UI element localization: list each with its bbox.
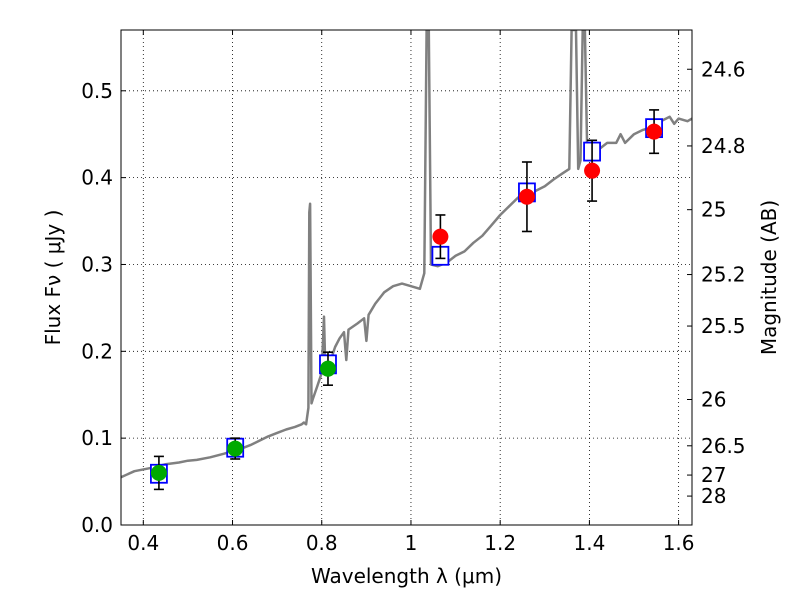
mag-tick-label: 27 [701, 463, 726, 487]
x-tick-label: 0.8 [306, 531, 338, 555]
spectrum-line [121, 30, 692, 479]
x-tick-label: 0.4 [127, 531, 159, 555]
plot-frame [120, 29, 693, 526]
mag-tick-label: 25.5 [701, 314, 746, 338]
x-axis-label: Wavelength λ (μm) [311, 564, 502, 588]
tick-layer: 0.4 0.6 0.8 1 1.2 1.4 1.60.00.10.20.30.40.5282… [81, 30, 746, 555]
data-point-marker [432, 228, 449, 245]
data-point-marker [584, 162, 601, 179]
data-point-marker [518, 188, 535, 205]
mag-tick-label: 24.8 [701, 134, 746, 158]
y-tick-label: 0.3 [81, 252, 113, 276]
mag-tick-label: 24.6 [701, 57, 746, 81]
mag-tick-label: 28 [701, 484, 726, 508]
data-point-marker [227, 440, 244, 457]
y-tick-label: 0.1 [81, 426, 113, 450]
y-tick-label: 0.2 [81, 339, 113, 363]
x-tick-label: 1.2 [484, 531, 516, 555]
x-tick-label: 0.6 [217, 531, 249, 555]
mag-tick-label: 25 [701, 198, 726, 222]
x-tick-label: 1 [405, 531, 418, 555]
y-tick-label: 0.0 [81, 513, 113, 537]
x-tick-label: 1.6 [663, 531, 695, 555]
y-tick-label: 0.4 [81, 166, 113, 190]
y-axis-label: Flux Fν ( μJy ) [41, 210, 65, 346]
data-point-marker [646, 123, 663, 140]
right-axis-label: Magnitude (AB) [757, 200, 781, 355]
grid [121, 30, 692, 526]
y-tick-label: 0.5 [81, 79, 113, 103]
mag-tick-label: 26 [701, 388, 726, 412]
x-tick-label: 1.4 [573, 531, 605, 555]
data-point-marker [150, 464, 167, 481]
mag-tick-label: 25.2 [701, 263, 746, 287]
mag-tick-label: 26.5 [701, 434, 746, 458]
data-point-marker [319, 360, 336, 377]
spectrum-layer [121, 30, 692, 479]
marker-layer [150, 109, 663, 491]
